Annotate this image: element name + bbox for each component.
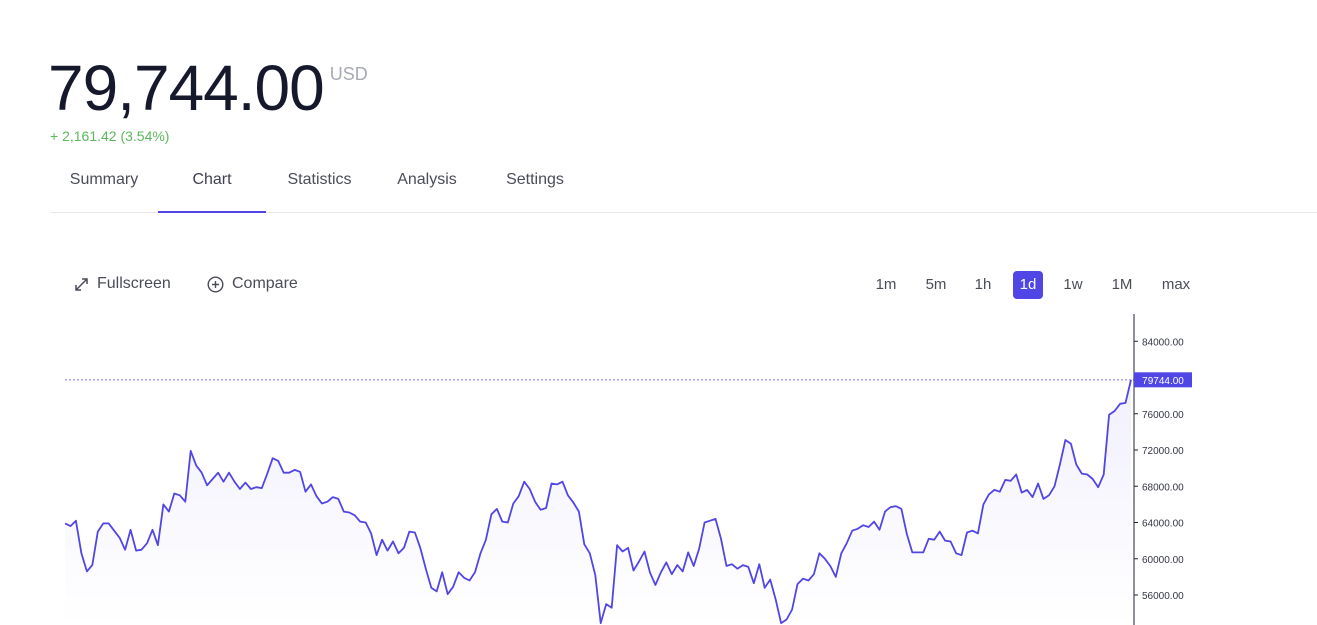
y-axis-tick-label: 72000.00: [1142, 446, 1184, 457]
currency-unit: USD: [329, 64, 368, 84]
y-axis-tick-label: 64000.00: [1142, 519, 1184, 530]
range-1M[interactable]: 1M: [1111, 276, 1133, 293]
current-price-label-bg: [1134, 372, 1192, 388]
range-1h[interactable]: 1h: [974, 276, 992, 293]
range-1d[interactable]: 1d: [1013, 271, 1043, 299]
fullscreen-label: Fullscreen: [97, 275, 171, 292]
tab-statistics[interactable]: Statistics: [287, 171, 352, 188]
compare-button[interactable]: Compare: [207, 272, 298, 296]
chart-area-fill: [65, 379, 1131, 625]
y-axis-tick-label: 68000.00: [1142, 482, 1184, 493]
price-value: 79,744.00: [48, 52, 325, 124]
fullscreen-button[interactable]: Fullscreen: [74, 272, 171, 296]
price-change: + 2,161.42 (3.54%): [50, 128, 170, 144]
price-header: 79,744.00 USD: [48, 52, 368, 124]
range-5m[interactable]: 5m: [925, 276, 947, 293]
tab-chart[interactable]: Chart: [158, 160, 266, 213]
y-axis-tick-label: 84000.00: [1142, 337, 1184, 348]
plus-circle-icon: [207, 275, 224, 293]
y-axis-tick-label: 56000.00: [1142, 591, 1184, 602]
chart-series-line: [64, 379, 1132, 624]
range-1w[interactable]: 1w: [1063, 276, 1083, 293]
expand-arrows-icon: [75, 277, 88, 291]
current-price-label: 79744.00: [1142, 376, 1184, 387]
y-axis-tick-label: 76000.00: [1142, 410, 1184, 421]
compare-label: Compare: [232, 275, 298, 292]
range-max[interactable]: max: [1161, 276, 1191, 293]
tab-analysis[interactable]: Analysis: [397, 171, 457, 188]
range-1m[interactable]: 1m: [875, 276, 897, 293]
tab-settings[interactable]: Settings: [506, 171, 564, 188]
y-axis-tick-label: 60000.00: [1142, 555, 1184, 566]
tab-summary[interactable]: Summary: [69, 171, 139, 188]
tab-bar: Summary Chart Statistics Analysis Settin…: [50, 160, 1317, 213]
